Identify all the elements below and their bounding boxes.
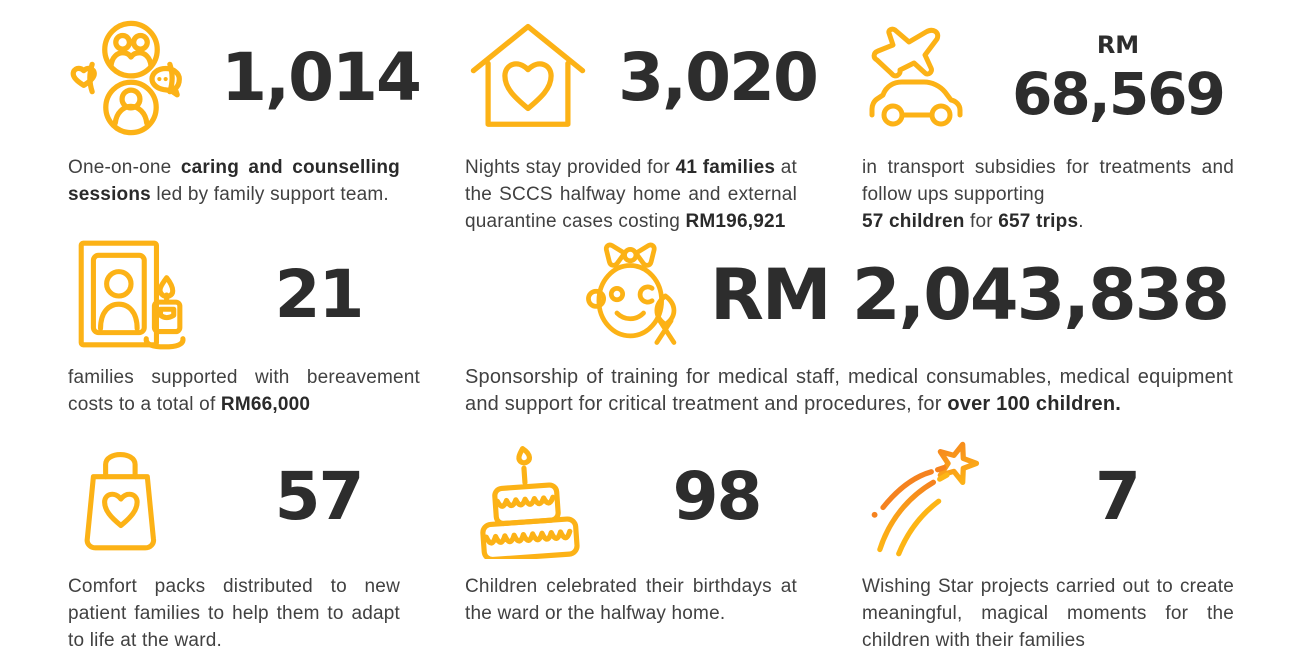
stat-head: RM 68,569 <box>862 14 1264 141</box>
text-segment: Comfort packs distributed to new patient… <box>68 576 400 651</box>
stat-block-birthdays: 98 Children celebrated their birthdays a… <box>465 434 862 654</box>
stat-number: 1,014 <box>221 38 422 116</box>
stat-description: Children celebrated their birthdays at t… <box>465 573 797 627</box>
stat-head: 57 <box>68 434 465 560</box>
stat-number: 98 <box>672 458 763 535</box>
stat-description: Sponsorship of training for medical staf… <box>465 364 1233 418</box>
stat-number-group: RM 68,569 <box>982 33 1264 123</box>
text-segment: Nights stay provided for <box>465 157 676 178</box>
stat-description: families supported with bereavement cost… <box>68 364 420 418</box>
text-segment: One-on-one <box>68 157 181 178</box>
child-ribbon-icon <box>586 242 677 345</box>
stat-head: 1,014 <box>68 14 465 141</box>
stat-block-halfway-home: 3,020 Nights stay provided for 41 famili… <box>465 14 862 235</box>
stat-description: Wishing Star projects carried out to cre… <box>862 573 1234 654</box>
stat-description: Comfort packs distributed to new patient… <box>68 573 400 654</box>
text-segment: Wishing Star projects carried out to cre… <box>862 576 1234 651</box>
stat-description: One-on-one caring and counselling sessio… <box>68 154 400 208</box>
text-segment: 57 children <box>862 211 965 232</box>
stat-head: 98 <box>465 434 862 560</box>
family-support-icon <box>70 20 182 135</box>
text-segment: families supported with bereavement cost… <box>68 367 420 415</box>
stats-row-2: 21 families supported with bereavement c… <box>68 239 1264 418</box>
stat-number: RM 2,043,838 <box>710 254 1230 336</box>
text-segment: 41 families <box>675 157 776 178</box>
stat-head: RM 2,043,838 <box>465 239 1264 351</box>
stat-block-comfort-packs: 57 Comfort packs distributed to new pati… <box>68 434 465 654</box>
text-segment: in transport subsidies for treatments an… <box>862 157 1234 205</box>
stat-number: 3,020 <box>618 38 819 116</box>
gift-bag-heart-icon <box>84 452 157 551</box>
stat-block-wishing-star: 7 Wishing Star projects carried out to c… <box>862 434 1264 654</box>
stat-block-transport: RM 68,569 in transport subsidies for tre… <box>862 14 1264 235</box>
text-segment: for <box>964 211 999 232</box>
stat-head: 3,020 <box>465 14 862 141</box>
stat-number: 21 <box>274 256 365 333</box>
birthday-cake-icon <box>480 446 580 559</box>
text-segment: led by family support team. <box>150 184 389 205</box>
plane-car-icon <box>869 26 963 126</box>
text-segment: 657 trips <box>998 211 1079 232</box>
stats-row-1: 1,014 One-on-one caring and counselling … <box>68 14 1264 235</box>
stat-number: 7 <box>1095 458 1141 535</box>
shooting-star-icon <box>871 441 980 557</box>
text-segment: at the SCCS halfway home and external qu… <box>465 157 798 232</box>
text-segment: RM66,000 <box>220 394 311 415</box>
stat-head: 7 <box>862 434 1264 560</box>
stat-block-bereavement: 21 families supported with bereavement c… <box>68 239 465 418</box>
currency-prefix: RM <box>1096 30 1140 59</box>
house-heart-icon <box>470 23 586 127</box>
stat-block-counselling: 1,014 One-on-one caring and counselling … <box>68 14 465 235</box>
stat-description: Nights stay provided for 41 families at … <box>465 154 797 235</box>
stats-row-3: 57 Comfort packs distributed to new pati… <box>68 434 1264 654</box>
text-segment: Sponsorship of training for medical staf… <box>465 366 1233 415</box>
stat-description: in transport subsidies for treatments an… <box>862 154 1234 235</box>
text-segment: RM196,921 <box>685 211 786 232</box>
text-segment: caring and counselling sessions <box>68 157 400 205</box>
stat-block-medical: RM 2,043,838 Sponsorship of training for… <box>465 239 1264 418</box>
stat-head: 21 <box>68 239 465 351</box>
text-segment: Children celebrated their birthdays at t… <box>465 576 797 624</box>
stat-number: 68,569 <box>1012 59 1226 128</box>
text-segment: . <box>1078 211 1084 232</box>
text-segment: over 100 children. <box>947 393 1122 415</box>
stat-number: 57 <box>274 458 365 535</box>
memorial-photo-candle-icon <box>78 240 186 350</box>
